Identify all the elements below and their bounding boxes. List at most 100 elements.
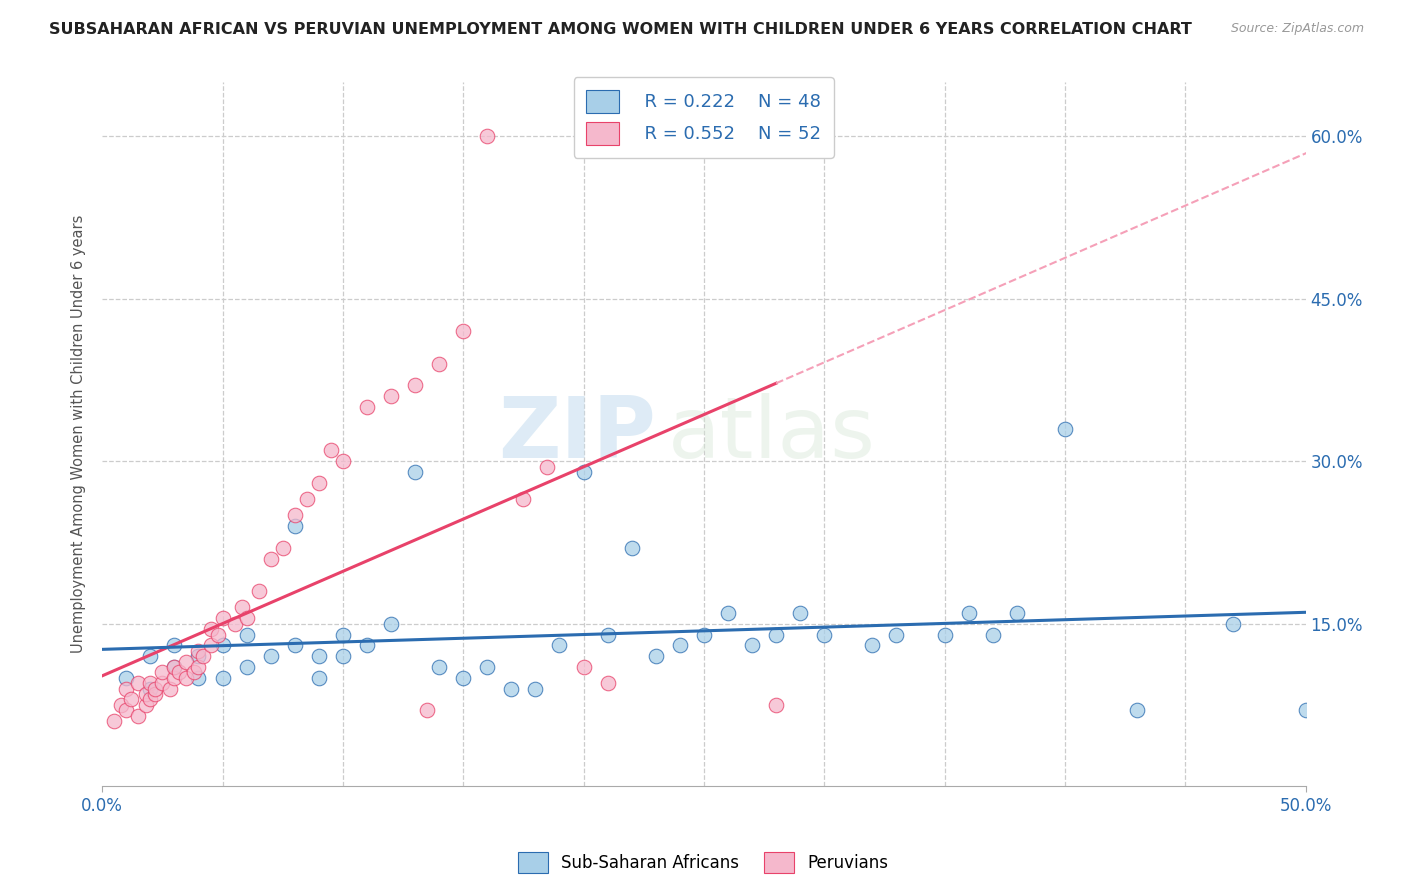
Point [416,703,439,717]
Point [211,611,233,625]
Point [247,584,270,599]
Y-axis label: Unemployment Among Women with Children Under 6 years: Unemployment Among Women with Children U… [72,215,86,653]
Point [224,616,246,631]
Point [127,676,149,690]
Point [501,681,523,696]
Point [211,638,233,652]
Point [572,660,595,674]
Point [332,649,354,664]
Text: atlas: atlas [668,392,876,475]
Point [765,698,787,712]
Point [957,606,980,620]
Legend:   R = 0.222    N = 48,   R = 0.552    N = 52: R = 0.222 N = 48, R = 0.552 N = 52 [574,77,834,158]
Point [159,681,181,696]
Point [789,606,811,620]
Point [332,454,354,468]
Point [308,649,330,664]
Point [1053,422,1076,436]
Point [451,324,474,338]
Point [176,655,198,669]
Point [356,638,378,652]
Point [668,638,690,652]
Point [427,357,450,371]
Point [231,600,253,615]
Point [644,649,666,664]
Point [150,665,173,680]
Point [319,443,342,458]
Point [813,627,835,641]
Point [139,681,162,696]
Point [284,519,307,533]
Point [1295,703,1317,717]
Point [183,665,205,680]
Point [717,606,740,620]
Point [741,638,763,652]
Point [404,465,426,479]
Point [295,492,318,507]
Point [1126,703,1149,717]
Point [235,611,257,625]
Point [115,671,138,685]
Point [284,508,307,523]
Point [200,622,222,636]
Point [271,541,294,555]
Point [934,627,956,641]
Point [524,681,547,696]
Point [115,681,138,696]
Point [1222,616,1244,631]
Point [163,660,186,674]
Point [139,692,162,706]
Point [167,665,190,680]
Point [477,660,499,674]
Point [981,627,1004,641]
Point [548,638,571,652]
Point [765,627,787,641]
Text: ZIP: ZIP [498,392,655,475]
Point [235,660,257,674]
Point [143,687,166,701]
Point [380,616,402,631]
Point [536,459,558,474]
Point [332,627,354,641]
Point [427,660,450,674]
Point [193,649,215,664]
Point [572,465,595,479]
Legend: Sub-Saharan Africans, Peruvians: Sub-Saharan Africans, Peruvians [510,846,896,880]
Point [1005,606,1028,620]
Point [150,676,173,690]
Point [163,660,186,674]
Point [176,671,198,685]
Point [380,389,402,403]
Point [620,541,643,555]
Point [207,627,229,641]
Point [139,676,162,690]
Point [187,644,209,658]
Point [163,671,186,685]
Point [260,551,283,566]
Point [163,638,186,652]
Point [308,671,330,685]
Point [512,492,534,507]
Point [308,475,330,490]
Point [404,378,426,392]
Point [235,627,257,641]
Point [596,676,619,690]
Text: Source: ZipAtlas.com: Source: ZipAtlas.com [1230,22,1364,36]
Point [135,687,157,701]
Point [693,627,716,641]
Point [211,671,233,685]
Point [356,400,378,414]
Point [596,627,619,641]
Point [451,671,474,685]
Point [260,649,283,664]
Text: SUBSAHARAN AFRICAN VS PERUVIAN UNEMPLOYMENT AMONG WOMEN WITH CHILDREN UNDER 6 YE: SUBSAHARAN AFRICAN VS PERUVIAN UNEMPLOYM… [49,22,1192,37]
Point [187,671,209,685]
Point [187,649,209,664]
Point [127,708,149,723]
Point [103,714,125,728]
Point [860,638,883,652]
Point [284,638,307,652]
Point [187,660,209,674]
Point [120,692,142,706]
Point [115,703,138,717]
